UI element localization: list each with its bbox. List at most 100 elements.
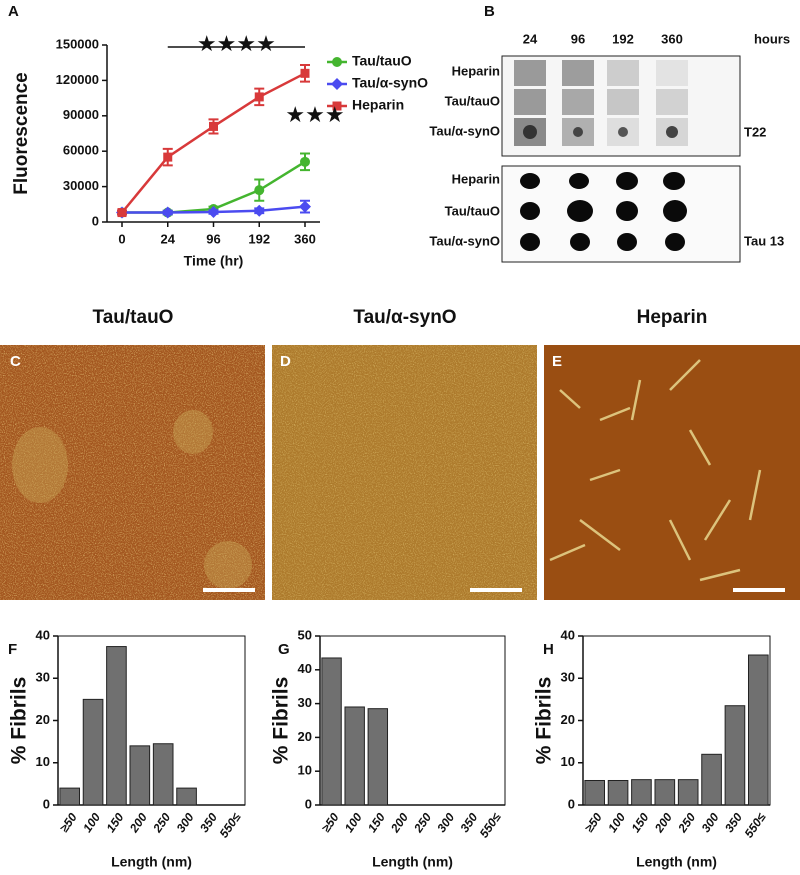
x-tick-label: 150 [629,810,652,835]
x-tick-label: 100 [342,810,365,835]
image-title: Heparin [637,307,708,328]
row-label: Tau/α-synO [429,123,500,138]
unit-label: hours [754,31,790,46]
annotation: ★★★★ [197,32,276,57]
marker [161,206,174,219]
panel-label: D [280,353,291,370]
column-label: 192 [612,31,634,46]
y-tick-label: 10 [298,763,312,778]
marker [117,208,127,218]
image-title: Tau/α-synO [353,307,456,328]
panel-label: E [552,353,562,370]
x-tick-label: 192 [248,231,270,246]
marker [207,205,220,218]
y-axis-label: % Fibrils [533,677,556,765]
y-tick-label: 60000 [63,143,99,158]
y-axis-label: Fluorescence [11,72,32,195]
x-tick-label: 300 [174,810,197,835]
afm-image [544,345,800,600]
bar [701,753,722,806]
row-label: Heparin [452,63,500,78]
column-label: 360 [661,31,683,46]
row-label: Tau/tauO [445,93,500,108]
y-tick-label: 30 [36,670,50,685]
x-tick-label: 250 [150,810,174,836]
x-tick-label: 100 [605,810,628,835]
y-tick-label: 20 [36,712,50,727]
y-axis-label: % Fibrils [270,677,293,765]
bar [631,779,652,806]
marker [254,92,264,102]
y-tick-label: 20 [561,712,575,727]
x-tick-label: 0 [118,231,125,246]
x-axis-label: Length (nm) [111,854,192,870]
bar [129,745,151,806]
y-tick-label: 10 [36,754,50,769]
x-tick-label: 96 [206,231,220,246]
x-tick-label: 550≤ [217,810,244,840]
afm-texture [272,345,537,600]
y-tick-label: 0 [305,796,312,811]
image-title: Tau/tauO [93,307,174,328]
bar [747,654,769,806]
column-label: 24 [523,31,538,46]
row-label: Heparin [452,171,500,186]
bar [584,779,606,806]
x-tick-label: 100 [80,810,103,835]
marker [209,121,218,131]
y-tick-label: 40 [36,627,50,642]
bar [654,779,676,806]
aggregates [12,359,762,589]
y-tick-label: 120000 [56,72,99,87]
bar [724,705,746,806]
t22-spots [514,60,688,146]
legend-marker [332,57,342,67]
x-tick-label: 550≤ [477,810,504,840]
y-tick-label: 50 [298,627,312,642]
y-tick-label: 10 [561,754,575,769]
bar [344,706,365,806]
bar [59,787,81,806]
panel-label: G [278,641,290,658]
y-tick-label: 90000 [63,107,99,122]
y-tick-label: 30 [561,670,575,685]
x-tick-label: 250 [675,810,699,836]
panel-label: F [8,641,17,658]
x-axis-label: Length (nm) [636,854,717,870]
bar [106,646,127,806]
afm-texture [0,345,265,600]
x-tick-label: 300 [434,810,457,835]
x-tick-label: 200 [651,810,675,836]
x-tick-label: 150 [104,810,127,835]
antibody-label: T22 [744,124,766,139]
tau13-spots [520,172,687,251]
y-tick-label: 30 [298,695,312,710]
bar [176,787,197,806]
bar [321,657,342,806]
panel-label: A [8,3,19,20]
afm-images: Tau/tauO Tau/α-synO Heparin C D E [0,307,800,600]
x-tick-label: 24 [161,231,176,246]
y-axis-label: % Fibrils [8,677,31,765]
marker [299,200,311,213]
x-tick-label: 150 [365,810,388,835]
marker [300,68,310,78]
blot: B 24 96 192 360 hours Heparin Tau/tauO T… [429,3,790,263]
x-tick-label: 300 [699,810,722,835]
marker [253,204,266,217]
column-label: 96 [571,31,585,46]
x-tick-label: ≥50 [319,810,342,835]
legend-marker [331,78,343,90]
x-tick-label: ≥50 [582,810,605,835]
x-axis-label: Length (nm) [372,854,453,870]
marker [254,185,265,196]
x-tick-label: 200 [126,810,150,836]
bar [607,779,629,806]
x-tick-label: 550≤ [742,810,769,840]
x-tick-label: ≥50 [57,810,80,835]
panel-label: H [543,641,554,658]
antibody-label: Tau 13 [744,233,784,248]
y-tick-label: 0 [92,213,99,228]
x-axis-label: Time (hr) [184,253,244,269]
